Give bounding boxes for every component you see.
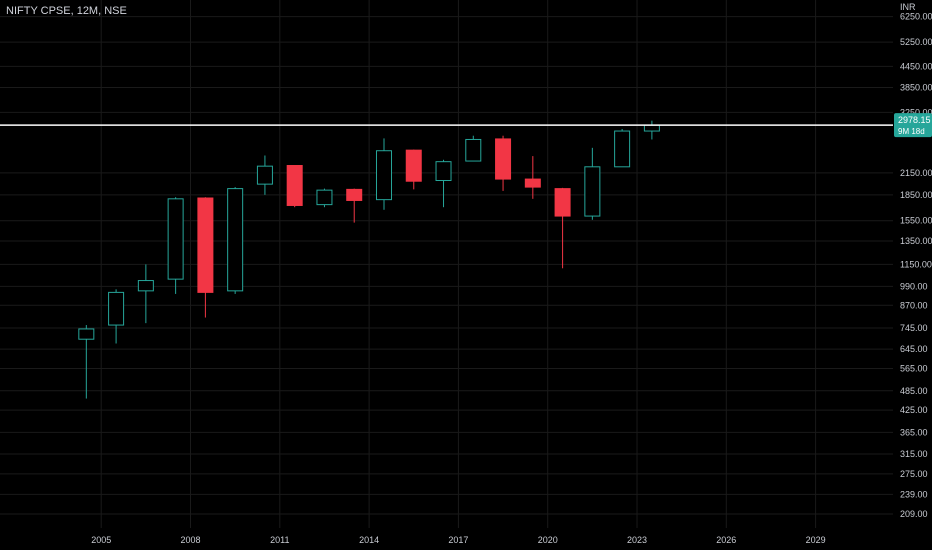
candle-body-down: [197, 197, 214, 293]
x-tick-label: 2020: [538, 535, 558, 545]
candles: [78, 120, 660, 399]
candle-body-up: [465, 138, 482, 162]
candle-body-down: [405, 149, 422, 182]
y-tick-label: 5250.00: [900, 37, 932, 47]
x-tick-label: 2023: [627, 535, 647, 545]
price-tag: 2978.15 9M 18d: [894, 113, 932, 138]
y-tick-label: 645.00: [900, 344, 928, 354]
candle-body-up: [227, 188, 244, 292]
x-tick-label: 2014: [359, 535, 379, 545]
candle-body-up: [435, 161, 452, 182]
y-tick-label: 315.00: [900, 449, 928, 459]
chart-title: NIFTY CPSE, 12M, NSE: [6, 5, 127, 17]
x-tick-label: 2029: [806, 535, 826, 545]
y-tick-label: 3250.00: [900, 107, 932, 117]
y-tick-label: 1850.00: [900, 190, 932, 200]
y-tick-label: 990.00: [900, 281, 928, 291]
y-tick-label: 425.00: [900, 405, 928, 415]
y-tick-label: 1150.00: [900, 259, 932, 269]
y-tick-label: 209.00: [900, 509, 928, 519]
x-tick-label: 2008: [180, 535, 200, 545]
candle-body-down: [346, 188, 363, 201]
candle-body-up: [375, 150, 392, 201]
candle-body-down: [554, 188, 571, 217]
x-tick-label: 2017: [448, 535, 468, 545]
price-tag-value: 2978.15: [898, 115, 931, 125]
y-tick-label: 3850.00: [900, 83, 932, 93]
y-tick-label: 4450.00: [900, 61, 932, 71]
y-tick-label: 745.00: [900, 323, 928, 333]
candle-body-up: [167, 198, 184, 280]
candle-body-up: [137, 280, 154, 292]
price-tag-background: [894, 113, 932, 138]
y-tick-label: 870.00: [900, 300, 928, 310]
y-tick-label: 365.00: [900, 427, 928, 437]
x-tick-label: 2005: [91, 535, 111, 545]
y-tick-label: 2150.00: [900, 168, 932, 178]
candle-body-up: [614, 130, 631, 168]
y-tick-label: 239.00: [900, 489, 928, 499]
candle-body-down: [286, 165, 303, 206]
y-tick-label: 485.00: [900, 386, 928, 396]
grid-lines: [0, 0, 893, 528]
price-tag-countdown: 9M 18d: [898, 127, 925, 136]
candle-body-up: [584, 166, 601, 217]
candle-body-up: [316, 189, 333, 206]
x-tick-label: 2011: [270, 535, 289, 545]
candle-body-up: [78, 328, 95, 340]
candle-body-down: [524, 178, 541, 188]
candle-body-up: [108, 291, 125, 326]
candle-body-up: [256, 165, 273, 185]
candle-body-down: [495, 138, 512, 180]
candle-body-up: [643, 124, 660, 132]
x-tick-label: 2026: [716, 535, 736, 545]
y-tick-label: 565.00: [900, 363, 928, 373]
x-axis: 2005 2008 2011 2014 2017 2020 2023 2026 2029: [91, 535, 825, 545]
y-axis: INR 6250.005250.004450.003850.003250.002…: [900, 2, 932, 519]
y-tick-label: 1550.00: [900, 216, 932, 226]
y-tick-label: 1350.00: [900, 236, 932, 246]
currency-label: INR: [900, 2, 916, 12]
y-tick-label: 275.00: [900, 469, 928, 479]
y-tick-label: 6250.00: [900, 12, 932, 22]
